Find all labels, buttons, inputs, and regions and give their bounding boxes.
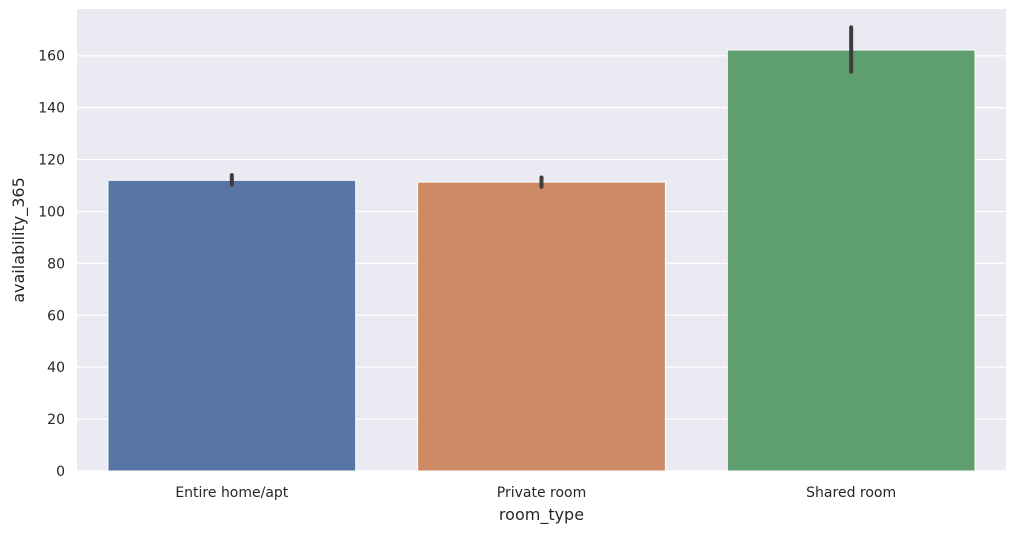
bar [726, 49, 976, 472]
y-tick-label: 0 [56, 464, 65, 480]
y-tick-label: 60 [47, 308, 65, 324]
bars [107, 49, 976, 472]
y-tick-label: 140 [38, 101, 65, 117]
y-tick-label: 120 [38, 153, 65, 169]
y-tick-labels: 0 20 40 60 80 100 120 140 160 [38, 49, 65, 480]
x-tick-labels: Entire home/apt Private room Shared room [175, 485, 896, 501]
x-tick-label: Shared room [806, 485, 896, 501]
y-axis-label: availability_365 [9, 177, 29, 303]
bar [107, 179, 357, 472]
x-tick-label: Private room [497, 485, 586, 501]
error-bars [229, 25, 854, 189]
bar [417, 181, 666, 472]
y-tick-label: 40 [47, 360, 65, 376]
y-tick-label: 80 [47, 256, 65, 272]
x-tick-label: Entire home/apt [175, 485, 288, 501]
y-tick-label: 160 [38, 49, 65, 65]
y-tick-label: 100 [38, 204, 65, 220]
y-tick-label: 20 [47, 412, 65, 428]
x-axis-label: room_type [499, 505, 584, 525]
